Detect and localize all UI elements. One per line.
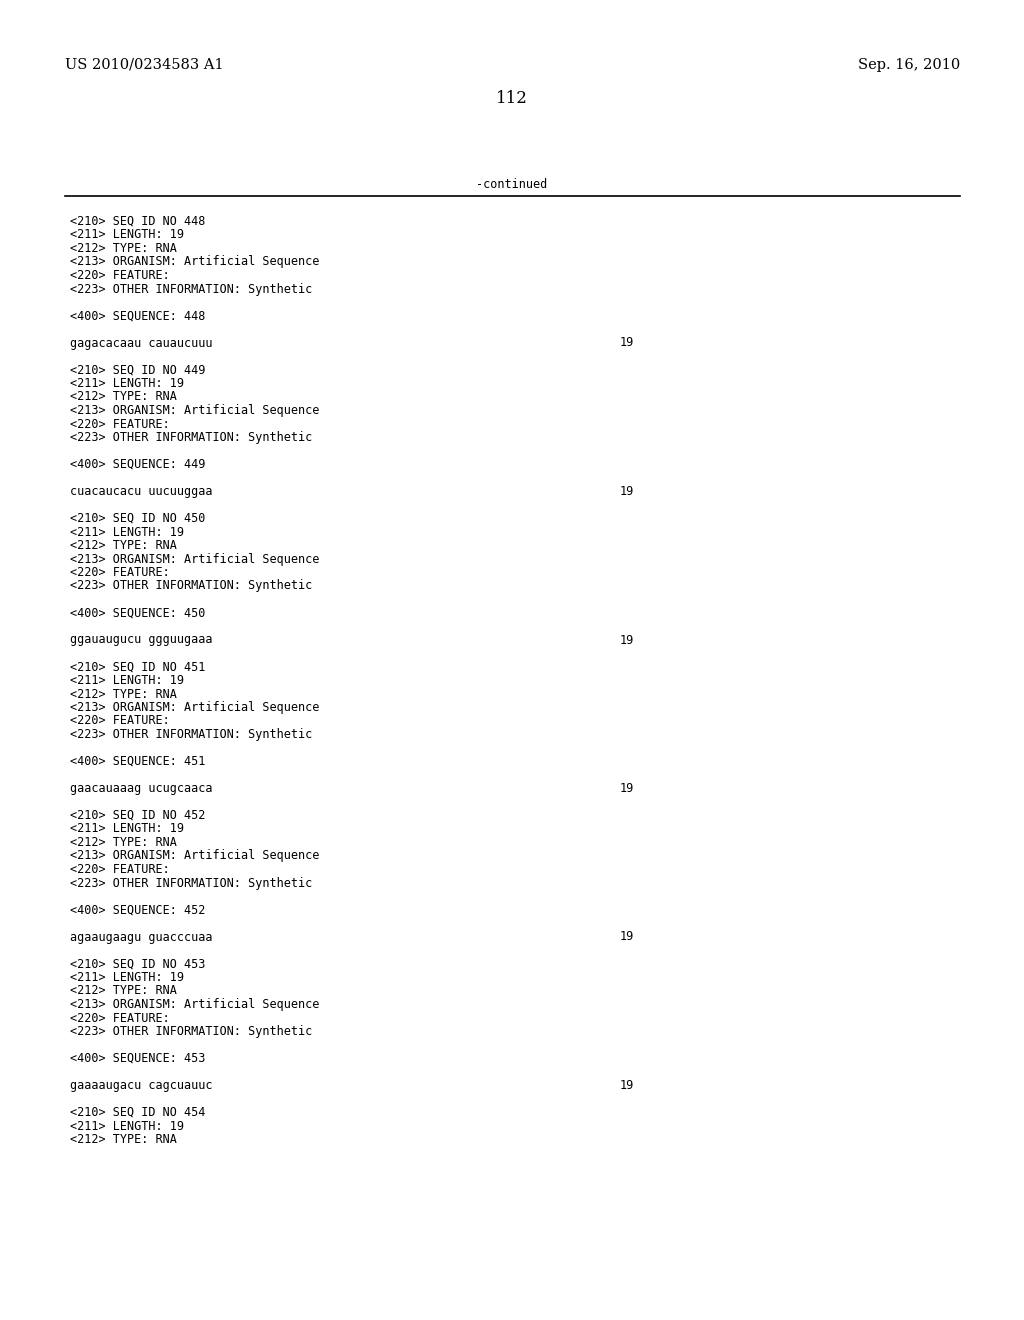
Text: <400> SEQUENCE: 451: <400> SEQUENCE: 451 — [70, 755, 206, 768]
Text: 112: 112 — [496, 90, 528, 107]
Text: 19: 19 — [620, 484, 634, 498]
Text: agaaugaagu guacccuaa: agaaugaagu guacccuaa — [70, 931, 213, 944]
Text: 19: 19 — [620, 1078, 634, 1092]
Text: <223> OTHER INFORMATION: Synthetic: <223> OTHER INFORMATION: Synthetic — [70, 729, 312, 741]
Text: gagacacaau cauaucuuu: gagacacaau cauaucuuu — [70, 337, 213, 350]
Text: <213> ORGANISM: Artificial Sequence: <213> ORGANISM: Artificial Sequence — [70, 404, 319, 417]
Text: <210> SEQ ID NO 448: <210> SEQ ID NO 448 — [70, 215, 206, 228]
Text: <212> TYPE: RNA: <212> TYPE: RNA — [70, 1133, 177, 1146]
Text: <211> LENGTH: 19: <211> LENGTH: 19 — [70, 378, 184, 389]
Text: <211> LENGTH: 19: <211> LENGTH: 19 — [70, 822, 184, 836]
Text: <212> TYPE: RNA: <212> TYPE: RNA — [70, 688, 177, 701]
Text: <220> FEATURE:: <220> FEATURE: — [70, 417, 170, 430]
Text: <400> SEQUENCE: 450: <400> SEQUENCE: 450 — [70, 606, 206, 619]
Text: <220> FEATURE:: <220> FEATURE: — [70, 714, 170, 727]
Text: <400> SEQUENCE: 448: <400> SEQUENCE: 448 — [70, 309, 206, 322]
Text: <210> SEQ ID NO 452: <210> SEQ ID NO 452 — [70, 809, 206, 822]
Text: <212> TYPE: RNA: <212> TYPE: RNA — [70, 985, 177, 998]
Text: 19: 19 — [620, 931, 634, 944]
Text: <223> OTHER INFORMATION: Synthetic: <223> OTHER INFORMATION: Synthetic — [70, 432, 312, 444]
Text: <220> FEATURE:: <220> FEATURE: — [70, 269, 170, 282]
Text: Sep. 16, 2010: Sep. 16, 2010 — [858, 58, 961, 73]
Text: <213> ORGANISM: Artificial Sequence: <213> ORGANISM: Artificial Sequence — [70, 850, 319, 862]
Text: <210> SEQ ID NO 454: <210> SEQ ID NO 454 — [70, 1106, 206, 1119]
Text: <220> FEATURE:: <220> FEATURE: — [70, 566, 170, 579]
Text: <223> OTHER INFORMATION: Synthetic: <223> OTHER INFORMATION: Synthetic — [70, 876, 312, 890]
Text: <223> OTHER INFORMATION: Synthetic: <223> OTHER INFORMATION: Synthetic — [70, 1026, 312, 1038]
Text: <400> SEQUENCE: 453: <400> SEQUENCE: 453 — [70, 1052, 206, 1065]
Text: <212> TYPE: RNA: <212> TYPE: RNA — [70, 391, 177, 404]
Text: ggauaugucu ggguugaaa: ggauaugucu ggguugaaa — [70, 634, 213, 647]
Text: US 2010/0234583 A1: US 2010/0234583 A1 — [65, 58, 223, 73]
Text: <213> ORGANISM: Artificial Sequence: <213> ORGANISM: Artificial Sequence — [70, 256, 319, 268]
Text: <400> SEQUENCE: 452: <400> SEQUENCE: 452 — [70, 903, 206, 916]
Text: <210> SEQ ID NO 450: <210> SEQ ID NO 450 — [70, 512, 206, 525]
Text: <400> SEQUENCE: 449: <400> SEQUENCE: 449 — [70, 458, 206, 471]
Text: <220> FEATURE:: <220> FEATURE: — [70, 1011, 170, 1024]
Text: -continued: -continued — [476, 178, 548, 191]
Text: <211> LENGTH: 19: <211> LENGTH: 19 — [70, 228, 184, 242]
Text: 19: 19 — [620, 781, 634, 795]
Text: <212> TYPE: RNA: <212> TYPE: RNA — [70, 836, 177, 849]
Text: <213> ORGANISM: Artificial Sequence: <213> ORGANISM: Artificial Sequence — [70, 701, 319, 714]
Text: <210> SEQ ID NO 449: <210> SEQ ID NO 449 — [70, 363, 206, 376]
Text: <223> OTHER INFORMATION: Synthetic: <223> OTHER INFORMATION: Synthetic — [70, 579, 312, 593]
Text: <211> LENGTH: 19: <211> LENGTH: 19 — [70, 972, 184, 983]
Text: <212> TYPE: RNA: <212> TYPE: RNA — [70, 242, 177, 255]
Text: gaaaaugacu cagcuauuc: gaaaaugacu cagcuauuc — [70, 1078, 213, 1092]
Text: 19: 19 — [620, 337, 634, 350]
Text: 19: 19 — [620, 634, 634, 647]
Text: <220> FEATURE:: <220> FEATURE: — [70, 863, 170, 876]
Text: <213> ORGANISM: Artificial Sequence: <213> ORGANISM: Artificial Sequence — [70, 553, 319, 565]
Text: cuacaucacu uucuuggaa: cuacaucacu uucuuggaa — [70, 484, 213, 498]
Text: <211> LENGTH: 19: <211> LENGTH: 19 — [70, 675, 184, 686]
Text: <212> TYPE: RNA: <212> TYPE: RNA — [70, 539, 177, 552]
Text: <211> LENGTH: 19: <211> LENGTH: 19 — [70, 1119, 184, 1133]
Text: <213> ORGANISM: Artificial Sequence: <213> ORGANISM: Artificial Sequence — [70, 998, 319, 1011]
Text: gaacauaaag ucugcaaca: gaacauaaag ucugcaaca — [70, 781, 213, 795]
Text: <210> SEQ ID NO 453: <210> SEQ ID NO 453 — [70, 957, 206, 970]
Text: <210> SEQ ID NO 451: <210> SEQ ID NO 451 — [70, 660, 206, 673]
Text: <223> OTHER INFORMATION: Synthetic: <223> OTHER INFORMATION: Synthetic — [70, 282, 312, 296]
Text: <211> LENGTH: 19: <211> LENGTH: 19 — [70, 525, 184, 539]
